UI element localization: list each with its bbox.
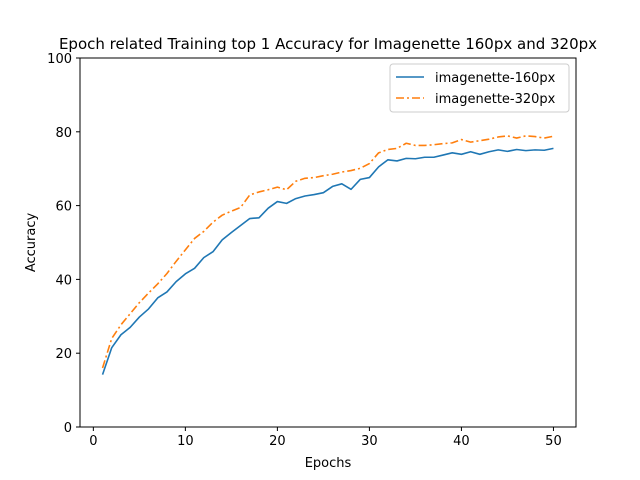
- x-tick-label: 10: [177, 434, 194, 449]
- legend-label: imagenette-160px: [435, 71, 556, 86]
- series-line-imagenette-320px: [101, 135, 554, 369]
- plot-frame: [79, 57, 577, 428]
- axis-ticks: 0 10 20 30 40 50 0 20 40 60 80 100: [47, 52, 562, 449]
- x-tick-label: 40: [453, 434, 470, 449]
- legend: imagenette-160px imagenette-320px: [389, 63, 570, 113]
- y-tick-label: 100: [47, 52, 72, 67]
- chart-title: Epoch related Training top 1 Accuracy fo…: [59, 35, 597, 53]
- x-tick-label: 20: [269, 434, 286, 449]
- y-tick-label: 0: [64, 421, 72, 436]
- y-tick-label: 20: [55, 347, 72, 362]
- legend-box: [389, 63, 570, 113]
- y-tick-label: 80: [55, 126, 72, 141]
- y-tick-label: 40: [55, 273, 72, 288]
- series-line-imagenette-160px: [101, 147, 554, 375]
- x-tick-label: 0: [89, 434, 97, 449]
- y-tick-label: 60: [55, 200, 72, 215]
- x-tick-label: 50: [545, 434, 562, 449]
- series-layer: [101, 135, 554, 375]
- y-axis-label: Accuracy: [24, 213, 39, 273]
- legend-label: imagenette-320px: [435, 92, 556, 107]
- plot-area: [80, 58, 576, 427]
- x-tick-label: 30: [361, 434, 378, 449]
- x-axis-label: Epochs: [305, 456, 352, 471]
